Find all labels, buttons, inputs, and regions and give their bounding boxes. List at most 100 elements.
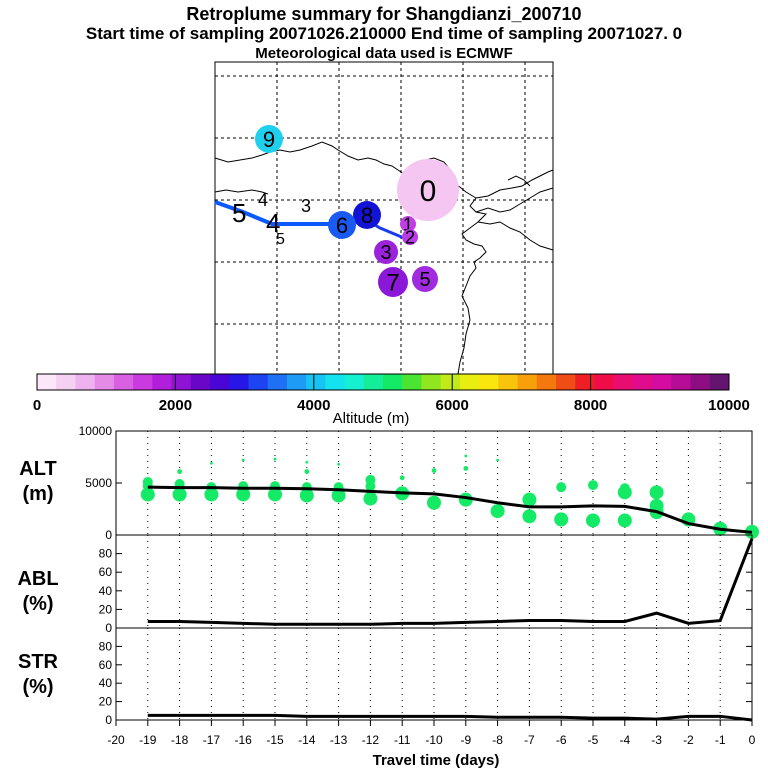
colorbar-cell (152, 374, 173, 390)
x-tick-label: -12 (362, 733, 380, 747)
colorbar-cell (517, 374, 538, 390)
colorbar-cell (421, 374, 442, 390)
y-tick-label: 0 (105, 621, 112, 635)
colorbar-tick-label: 6000 (436, 397, 469, 414)
colorbar-cell (575, 374, 595, 390)
y-tick-label: 40 (99, 676, 113, 690)
x-tick-label: -20 (107, 733, 125, 747)
altitude-scatter-point (617, 513, 632, 528)
y-tick-label: 0 (105, 528, 112, 542)
x-tick-label: -3 (651, 733, 662, 747)
altitude-scatter-point (490, 504, 505, 519)
plume-marker-label: 2 (405, 227, 415, 247)
colorbar-cell (632, 374, 653, 390)
colorbar-cell (248, 374, 269, 390)
plume-marker-label: 1 (403, 214, 413, 234)
colorbar-cell (171, 374, 192, 390)
plume-marker-label: 9 (263, 127, 275, 152)
y-tick-label: 80 (99, 547, 113, 561)
track-number: 4 (266, 208, 280, 238)
colorbar-cell (190, 374, 211, 390)
altitude-scatter-point (305, 460, 309, 464)
x-tick-label: -14 (298, 733, 316, 747)
series-line-alt (147, 485, 753, 534)
plume-marker-circle (412, 266, 438, 292)
altitude-scatter-point (140, 487, 155, 502)
plume-marker-circle (378, 267, 408, 297)
panel-alt: ALT (m) 10000 5000 0 (19, 424, 759, 542)
y-tick-label: 60 (99, 565, 113, 579)
y-tick-label: 0 (105, 713, 112, 727)
plume-marker-label: 3 (380, 242, 391, 264)
plume-marker-circle (397, 159, 459, 221)
panel-str: STR (%) 80 60 40 20 0 (18, 627, 753, 727)
time-series-panels: ALT (m) 10000 5000 0 ABL (%) 80 60 40 20 0 STR (%) 80 6… (17, 424, 759, 727)
colorbar-cell (113, 374, 134, 390)
altitude-scatter-point (268, 487, 282, 502)
y-tick-label: 10000 (79, 424, 113, 438)
colorbar-label: Altitude (m) (333, 410, 410, 427)
panel-abl: ABL (%) 80 60 40 20 0 (17, 534, 754, 635)
x-tick-label: -7 (524, 733, 535, 747)
colorbar-cell (306, 374, 326, 390)
x-tick-label: -10 (425, 733, 443, 747)
colorbar-cell (344, 374, 365, 390)
altitude-scatter-point (496, 458, 499, 462)
track-number: 4 (258, 190, 268, 210)
plume-marker-label: 0 (420, 175, 437, 208)
altitude-scatter-point (363, 491, 378, 506)
x-tick-label: -8 (492, 733, 503, 747)
x-tick-label: -5 (588, 733, 599, 747)
colorbar-cell (440, 374, 461, 390)
plume-marker-label: 7 (386, 270, 399, 297)
altitude-scatter-point (210, 461, 213, 465)
colorbar-cell (652, 374, 672, 390)
altitude-scatter-point (331, 488, 346, 503)
colorbar-cell (325, 374, 346, 390)
x-tick-label: -16 (235, 733, 253, 747)
chart-title: Retroplume summary for Shangdianzi_20071… (186, 4, 582, 24)
panel-ylabel: ALT (19, 458, 56, 480)
altitude-scatter-point (365, 481, 376, 492)
colorbar-cell (56, 374, 76, 390)
altitude-scatter-point (337, 462, 340, 466)
y-tick-label: 60 (99, 658, 113, 672)
altitude-scatter-point (399, 475, 405, 481)
colorbar-cell (709, 374, 730, 390)
altitude-scatter-point (464, 454, 468, 458)
plume-marker-circle (328, 211, 356, 239)
track-number: 5 (276, 231, 285, 248)
sampling-time: Start time of sampling 20071026.210000 E… (85, 24, 683, 43)
colorbar-cell (556, 374, 576, 390)
colorbar-tick-label: 4000 (297, 397, 330, 414)
altitude-scatter-point (204, 487, 219, 502)
x-axis-label: Travel time (days) (373, 752, 500, 768)
altitude-scatter-point (522, 509, 537, 524)
altitude-scatter-point (241, 458, 245, 462)
panel-ylabel: ABL (17, 568, 58, 590)
colorbar-tick-label: 8000 (574, 397, 607, 414)
colorbar-cell (690, 374, 711, 390)
colorbar-cell (383, 374, 403, 390)
track-labels: 5 4 3 4 5 (232, 190, 311, 248)
x-tick-label: -11 (394, 733, 411, 747)
colorbar-cell (267, 374, 288, 390)
colorbar-cell (459, 374, 480, 390)
colorbar-cell (671, 374, 692, 390)
x-tick-label: -19 (139, 733, 157, 747)
x-tick-label: -2 (683, 733, 694, 747)
met-data-note: Meteorological data used is ECMWF (255, 45, 513, 62)
colorbar-cell (363, 374, 384, 390)
colorbar-cell (536, 374, 557, 390)
colorbar-cell (498, 374, 519, 390)
colorbar-cell (613, 374, 634, 390)
x-axis: Travel time (days) -20 -19 -18 -17 -16 -15 -14… (107, 720, 756, 768)
track-number: 3 (301, 196, 311, 216)
altitude-scatter-point (556, 482, 567, 493)
panel-ylabel: STR (18, 651, 59, 673)
altitude-scatter-point (427, 495, 441, 510)
x-tick-label: -17 (203, 733, 221, 747)
x-tick-label: -18 (171, 733, 189, 747)
